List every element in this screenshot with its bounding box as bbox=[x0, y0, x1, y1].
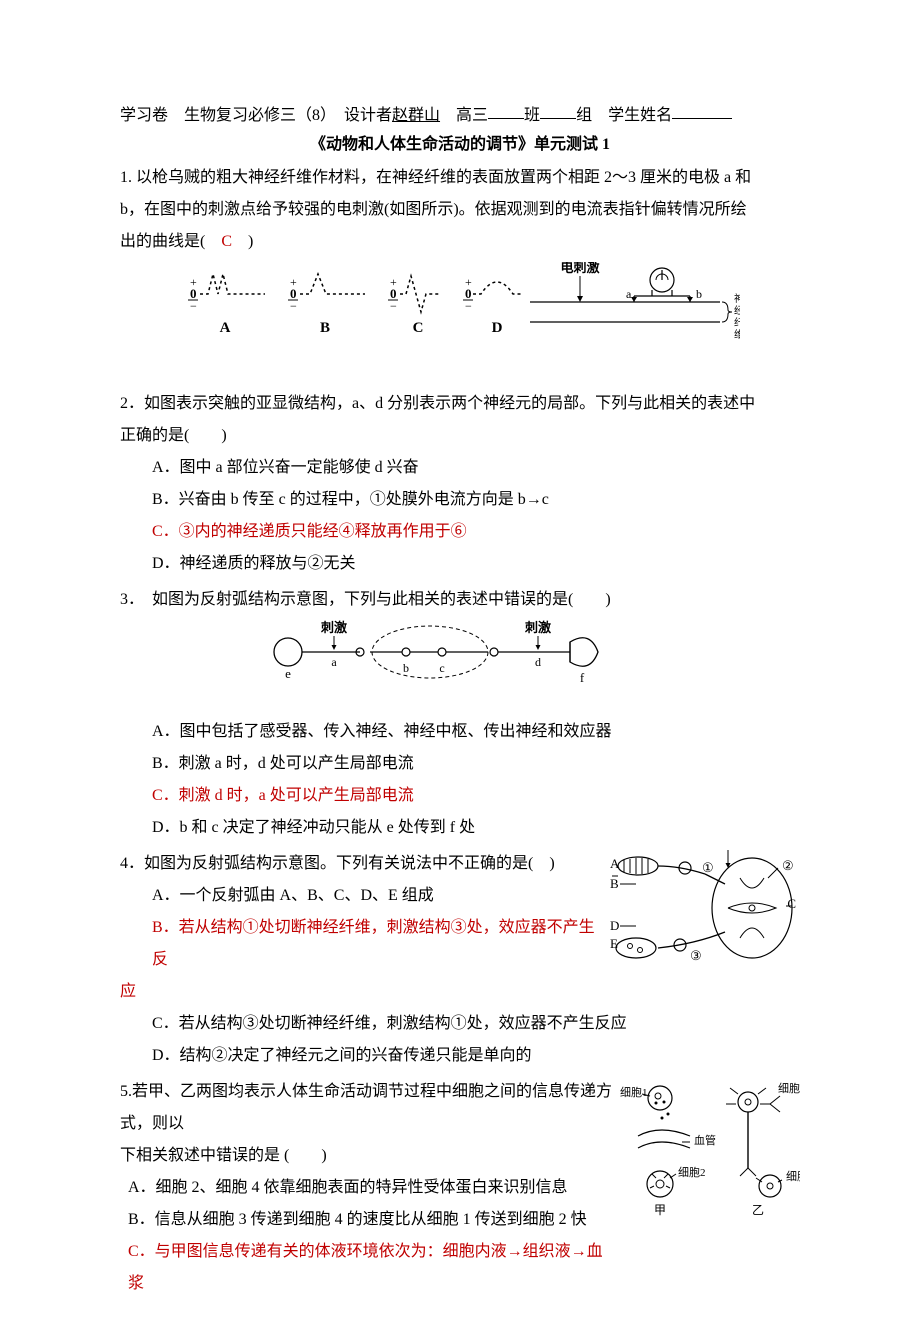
q4-figure: A B D E ① ② C ③ bbox=[610, 848, 800, 980]
q1-figure: + 0 − A + 0 − B + 0 − C + 0 − bbox=[120, 262, 800, 374]
q1-label-a: A bbox=[220, 320, 231, 336]
q5-cell2-label: 细胞2 bbox=[678, 1166, 706, 1179]
q3-label-e: e bbox=[285, 666, 291, 681]
minus-icon: − bbox=[190, 299, 197, 313]
q5-opt-c: C．与甲图信息传递有关的体液环境依次为：细胞内液→组织液→血浆 bbox=[128, 1236, 800, 1300]
q5-figure-svg: 细胞1 血管 细胞2 甲 bbox=[620, 1076, 800, 1226]
question-5: 细胞1 血管 细胞2 甲 bbox=[120, 1076, 800, 1300]
q3-opt-a: A．图中包括了感受器、传入神经、神经中枢、传出神经和效应器 bbox=[152, 716, 800, 748]
q3-opt-c: C．刺激 d 时，a 处可以产生局部电流 bbox=[152, 780, 800, 812]
q4-fig-label-a: A bbox=[610, 856, 620, 871]
q5-cell3-label: 细胞3 bbox=[778, 1082, 800, 1095]
q4-figure-svg: A B D E ① ② C ③ bbox=[610, 848, 800, 968]
q1-figure-svg: + 0 − A + 0 − B + 0 − C + 0 − bbox=[180, 262, 740, 362]
q1-stem-line1: 1. 以枪乌贼的粗大神经纤维作材料，在神经纤维的表面放置两个相距 2～3 厘米的… bbox=[120, 162, 800, 194]
nerve-fiber-label: 纤 bbox=[734, 316, 740, 329]
q5-yi-label: 乙 bbox=[752, 1203, 764, 1217]
q1-label-d: D bbox=[492, 320, 503, 336]
q5-vessel-label: 血管 bbox=[694, 1133, 716, 1147]
q4-fig-label-3: ③ bbox=[690, 948, 702, 963]
blank-class bbox=[488, 100, 524, 119]
electrode-b: b bbox=[696, 287, 702, 301]
q1-stem-text: 出的曲线是( bbox=[120, 233, 221, 250]
q4-fig-label-c: C bbox=[787, 896, 796, 911]
q4-fig-label-2: ② bbox=[782, 858, 794, 873]
q3-label-c: c bbox=[439, 661, 444, 675]
blank-student-name bbox=[672, 100, 732, 119]
q3-stem: 3． 如图为反射弧结构示意图，下列与此相关的表述中错误的是( ) bbox=[120, 584, 800, 616]
q4-fig-label-d: D bbox=[610, 918, 619, 933]
q2-options: A．图中 a 部位兴奋一定能够使 d 兴奋 B．兴奋由 b 传至 c 的过程中，… bbox=[120, 452, 800, 580]
q5-cell1-label: 细胞1 bbox=[620, 1086, 648, 1099]
q5-jia-label: 甲 bbox=[654, 1203, 666, 1217]
q1-label-c: C bbox=[413, 320, 424, 336]
q3-label-b: b bbox=[403, 661, 409, 675]
q3-figure-svg: e 刺激 a b c 刺激 d f bbox=[270, 620, 650, 690]
q2-opt-d: D．神经递质的释放与②无关 bbox=[152, 548, 800, 580]
q2-stem-line1: 2．如图表示突触的亚显微结构，a、d 分别表示两个神经元的局部。下列与此相关的表… bbox=[120, 388, 800, 420]
q3-label-d: d bbox=[535, 655, 541, 669]
q2-opt-b: B．兴奋由 b 传至 c 的过程中，①处膜外电流方向是 b→c bbox=[152, 484, 800, 516]
electrode-a: a bbox=[626, 287, 632, 301]
q3-label-a: a bbox=[331, 655, 337, 669]
minus-icon: − bbox=[290, 299, 297, 313]
header-text-1: 学习卷 生物复习必修三（8） 设计者 bbox=[120, 107, 392, 124]
q4-opt-d: D．结构②决定了神经元之间的兴奋传递只能是单向的 bbox=[152, 1040, 800, 1072]
nerve-fiber-label: 维 bbox=[734, 328, 740, 341]
q1-answer: C bbox=[221, 233, 232, 250]
q1-stem-tail: ) bbox=[232, 233, 253, 250]
q1-label-b: B bbox=[320, 320, 330, 336]
nerve-fiber-label: 神 bbox=[734, 292, 740, 305]
q2-opt-c: C．③内的神经递质只能经④释放再作用于⑥ bbox=[152, 516, 800, 548]
question-3: 3． 如图为反射弧结构示意图，下列与此相关的表述中错误的是( ) bbox=[120, 584, 800, 616]
nerve-fiber-label: 经 bbox=[734, 304, 740, 317]
q1-stem-line2: b，在图中的刺激点给予较强的电刺激(如图所示)。依据观测到的电流表指针偏转情况所… bbox=[120, 194, 800, 226]
blank-group bbox=[540, 100, 576, 119]
q2-opt-a: A．图中 a 部位兴奋一定能够使 d 兴奋 bbox=[152, 452, 800, 484]
q2-stem-line2: 正确的是( ) bbox=[120, 420, 800, 452]
q3-label-f: f bbox=[580, 670, 585, 685]
q5-figure: 细胞1 血管 细胞2 甲 bbox=[620, 1076, 800, 1238]
question-2: 2．如图表示突触的亚显微结构，a、d 分别表示两个神经元的局部。下列与此相关的表… bbox=[120, 388, 800, 580]
minus-icon: − bbox=[390, 299, 397, 313]
label-class: 班 bbox=[524, 107, 540, 124]
q4-fig-label-1: ① bbox=[702, 860, 714, 875]
q3-options: A．图中包括了感受器、传入神经、神经中枢、传出神经和效应器 B．刺激 a 时，d… bbox=[120, 716, 800, 844]
q3-stimulus-right: 刺激 bbox=[525, 620, 552, 635]
minus-icon: − bbox=[465, 299, 472, 313]
label-group: 组 bbox=[576, 107, 592, 124]
q3-figure: e 刺激 a b c 刺激 d f bbox=[120, 620, 800, 702]
header-text-2: 高三 bbox=[440, 107, 488, 124]
q5-cell4-label: 细胞4 bbox=[786, 1170, 800, 1183]
q3-opt-d: D．b 和 c 决定了神经冲动只能从 e 处传到 f 处 bbox=[152, 812, 800, 844]
stimulus-label: 电刺激 bbox=[560, 262, 600, 275]
q4-fig-label-b: B bbox=[610, 876, 619, 891]
q4-fig-label-e: E bbox=[610, 936, 618, 951]
page-title: 《动物和人体生命活动的调节》单元测试 1 bbox=[120, 132, 800, 158]
q4-opt-b-line2: 应 bbox=[120, 976, 800, 1008]
q3-stimulus-left: 刺激 bbox=[321, 620, 348, 635]
question-4: A B D E ① ② C ③ 4．如图为反射弧结构示意图。下列有关说法中不正确… bbox=[120, 848, 800, 1072]
label-student: 学生姓名 bbox=[592, 107, 672, 124]
q3-opt-b: B．刺激 a 时，d 处可以产生局部电流 bbox=[152, 748, 800, 780]
q4-options-cont: C．若从结构③处切断神经纤维，刺激结构①处，效应器不产生反应 D．结构②决定了神… bbox=[120, 1008, 800, 1072]
q1-stem-line3: 出的曲线是( C ) bbox=[120, 226, 800, 258]
designer-name: 赵群山 bbox=[392, 107, 440, 124]
worksheet-header: 学习卷 生物复习必修三（8） 设计者赵群山 高三 班 组 学生姓名 bbox=[120, 100, 800, 132]
question-1: 1. 以枪乌贼的粗大神经纤维作材料，在神经纤维的表面放置两个相距 2～3 厘米的… bbox=[120, 162, 800, 258]
q4-opt-c: C．若从结构③处切断神经纤维，刺激结构①处，效应器不产生反应 bbox=[152, 1008, 800, 1040]
